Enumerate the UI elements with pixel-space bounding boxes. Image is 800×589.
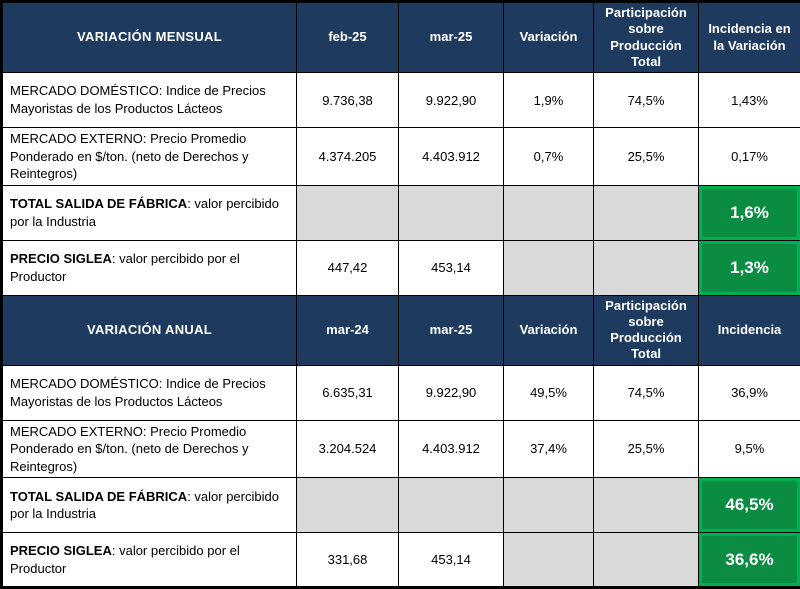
empty-gray-cell xyxy=(399,185,504,240)
value-cell: 453,14 xyxy=(399,533,504,588)
incidencia-green-badge: 1,6% xyxy=(699,186,800,240)
row-label-text: MERCADO EXTERNO: Precio Promedio Pondera… xyxy=(10,424,249,474)
col-header-variacion: Variación xyxy=(504,295,594,365)
col-header-mar-25: mar-25 xyxy=(399,2,504,73)
incidencia-green-badge: 46,5% xyxy=(699,478,800,532)
value-cell: 25,5% xyxy=(594,420,699,478)
col-header-participacion: Participación sobre Producción Total xyxy=(594,2,699,73)
table-row-mercado-domestico: MERCADO DOMÉSTICO: Indice de Precios May… xyxy=(2,365,800,420)
col-header-participacion: Participación sobre Producción Total xyxy=(594,295,699,365)
table-row-precio-siglea: PRECIO SIGLEA: valor percibido por el Pr… xyxy=(2,240,800,295)
row-label-bold: PRECIO SIGLEA xyxy=(10,251,112,266)
row-label-text: MERCADO DOMÉSTICO: Indice de Precios May… xyxy=(10,376,266,409)
empty-gray-cell xyxy=(504,185,594,240)
value-cell: 4.403.912 xyxy=(399,420,504,478)
value-cell: 9,5% xyxy=(699,420,800,478)
row-label-text: MERCADO EXTERNO: Precio Promedio Pondera… xyxy=(10,131,249,181)
table-row-precio-siglea: PRECIO SIGLEA: valor percibido por el Pr… xyxy=(2,533,800,588)
row-label-bold: TOTAL SALIDA DE FÁBRICA xyxy=(10,196,187,211)
empty-gray-cell xyxy=(504,478,594,533)
value-cell: 0,7% xyxy=(504,128,594,186)
row-label-text: MERCADO DOMÉSTICO: Indice de Precios May… xyxy=(10,83,266,116)
table-row-mercado-externo: MERCADO EXTERNO: Precio Promedio Pondera… xyxy=(2,128,800,186)
empty-gray-cell xyxy=(594,533,699,588)
section-title-mensual: VARIACIÓN MENSUAL xyxy=(2,2,297,73)
row-label: PRECIO SIGLEA: valor percibido por el Pr… xyxy=(2,533,297,588)
page: VARIACIÓN MENSUAL feb-25 mar-25 Variació… xyxy=(0,0,800,552)
empty-gray-cell xyxy=(504,533,594,588)
table-row-total-salida: TOTAL SALIDA DE FÁBRICA: valor percibido… xyxy=(2,185,800,240)
col-header-incidencia: Incidencia en la Variación xyxy=(699,2,800,73)
row-label: MERCADO DOMÉSTICO: Indice de Precios May… xyxy=(2,73,297,128)
col-header-feb-25: feb-25 xyxy=(297,2,399,73)
empty-gray-cell xyxy=(594,240,699,295)
row-label-bold: TOTAL SALIDA DE FÁBRICA xyxy=(10,489,187,504)
col-header-mar-25: mar-25 xyxy=(399,295,504,365)
empty-gray-cell xyxy=(297,478,399,533)
section-title-anual: VARIACIÓN ANUAL xyxy=(2,295,297,365)
value-cell: 1,9% xyxy=(504,73,594,128)
value-cell: 9.922,90 xyxy=(399,73,504,128)
row-label-bold: PRECIO SIGLEA xyxy=(10,543,112,558)
table-row-mercado-domestico: MERCADO DOMÉSTICO: Indice de Precios May… xyxy=(2,73,800,128)
value-cell: 36,9% xyxy=(699,365,800,420)
table-row-total-salida: TOTAL SALIDA DE FÁBRICA: valor percibido… xyxy=(2,478,800,533)
table-row-mercado-externo: MERCADO EXTERNO: Precio Promedio Pondera… xyxy=(2,420,800,478)
incidencia-cell: 1,3% xyxy=(699,240,800,295)
value-cell: 4.403.912 xyxy=(399,128,504,186)
incidencia-cell: 1,6% xyxy=(699,185,800,240)
value-cell: 25,5% xyxy=(594,128,699,186)
value-cell: 4.374.205 xyxy=(297,128,399,186)
value-cell: 0,17% xyxy=(699,128,800,186)
section-header-anual: VARIACIÓN ANUAL mar-24 mar-25 Variación … xyxy=(2,295,800,365)
empty-gray-cell xyxy=(594,185,699,240)
value-cell: 37,4% xyxy=(504,420,594,478)
value-cell: 447,42 xyxy=(297,240,399,295)
value-cell: 74,5% xyxy=(594,365,699,420)
value-cell: 49,5% xyxy=(504,365,594,420)
empty-gray-cell xyxy=(504,240,594,295)
row-label: MERCADO DOMÉSTICO: Indice de Precios May… xyxy=(2,365,297,420)
empty-gray-cell xyxy=(594,478,699,533)
value-cell: 1,43% xyxy=(699,73,800,128)
value-cell: 9.736,38 xyxy=(297,73,399,128)
empty-gray-cell xyxy=(399,478,504,533)
value-cell: 3.204.524 xyxy=(297,420,399,478)
row-label: MERCADO EXTERNO: Precio Promedio Pondera… xyxy=(2,420,297,478)
value-cell: 74,5% xyxy=(594,73,699,128)
row-label: TOTAL SALIDA DE FÁBRICA: valor percibido… xyxy=(2,185,297,240)
empty-gray-cell xyxy=(297,185,399,240)
value-cell: 331,68 xyxy=(297,533,399,588)
col-header-mar-24: mar-24 xyxy=(297,295,399,365)
section-header-mensual: VARIACIÓN MENSUAL feb-25 mar-25 Variació… xyxy=(2,2,800,73)
col-header-incidencia: Incidencia xyxy=(699,295,800,365)
value-cell: 9.922,90 xyxy=(399,365,504,420)
value-cell: 453,14 xyxy=(399,240,504,295)
incidencia-cell: 46,5% xyxy=(699,478,800,533)
value-cell: 6.635,31 xyxy=(297,365,399,420)
incidencia-green-badge: 36,6% xyxy=(699,533,800,586)
incidencia-green-badge: 1,3% xyxy=(699,241,800,295)
incidencia-cell: 36,6% xyxy=(699,533,800,588)
row-label: PRECIO SIGLEA: valor percibido por el Pr… xyxy=(2,240,297,295)
row-label: TOTAL SALIDA DE FÁBRICA: valor percibido… xyxy=(2,478,297,533)
col-header-variacion: Variación xyxy=(504,2,594,73)
row-label: MERCADO EXTERNO: Precio Promedio Pondera… xyxy=(2,128,297,186)
